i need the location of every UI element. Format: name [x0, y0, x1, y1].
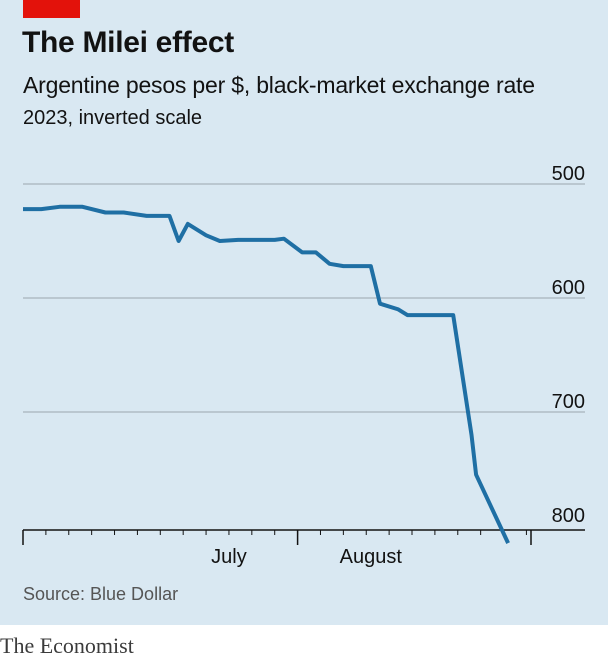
y-tick-label: 700 [552, 391, 585, 413]
brand-red-tag [23, 0, 80, 18]
source-note: Source: Blue Dollar [23, 584, 179, 604]
chart-subtitle: Argentine pesos per $, black-market exch… [23, 72, 535, 98]
publisher-logo: The Economist [0, 633, 134, 658]
exchange-rate-line [23, 204, 510, 544]
chart-title: The Milei effect [22, 26, 234, 59]
x-tick-label: July [211, 546, 247, 568]
chart-panel [0, 0, 608, 625]
y-tick-label: 500 [552, 163, 585, 185]
y-tick-label: 600 [552, 277, 585, 299]
chart-note: 2023, inverted scale [23, 107, 203, 129]
x-tick-label: August [340, 546, 403, 568]
y-tick-label: 800 [552, 505, 585, 527]
line-chart: 500 600 700 800 July August [22, 163, 585, 568]
